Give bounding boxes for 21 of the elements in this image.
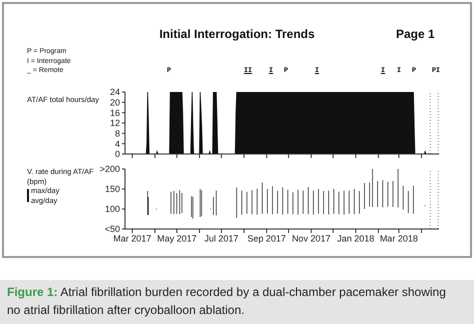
y-tick-label: 24 <box>110 87 120 98</box>
y-tick-label: 150 <box>104 184 120 194</box>
y-tick-label: 8 <box>114 128 120 139</box>
caption: Figure 1: <box>7 285 58 299</box>
y-tick-label: 100 <box>104 204 120 214</box>
y-tick-label: 16 <box>110 108 120 118</box>
x-tick-label: Sep 2017 <box>247 233 286 244</box>
text: Page 1 <box>396 27 435 41</box>
y-tick-label: 0 <box>114 149 120 160</box>
y-tick-label: <50 <box>104 224 120 234</box>
y-tick-label: 20 <box>110 98 120 108</box>
x-tick-label: Jan 2018 <box>337 233 374 244</box>
x-tick-label: Mar 2017 <box>113 233 152 244</box>
y-tick-label: 4 <box>114 138 120 149</box>
x-tick-label: May 2017 <box>157 233 197 244</box>
y-tick-label: >200 <box>100 164 120 174</box>
x-tick-label: Jul 2017 <box>204 233 238 244</box>
x-tick-label: Mar 2018 <box>380 233 418 244</box>
chart-title: Initial Interrogation: Trends <box>159 27 315 41</box>
y-tick-label: 12 <box>110 118 120 128</box>
x-tick-label: Nov 2017 <box>292 233 330 244</box>
